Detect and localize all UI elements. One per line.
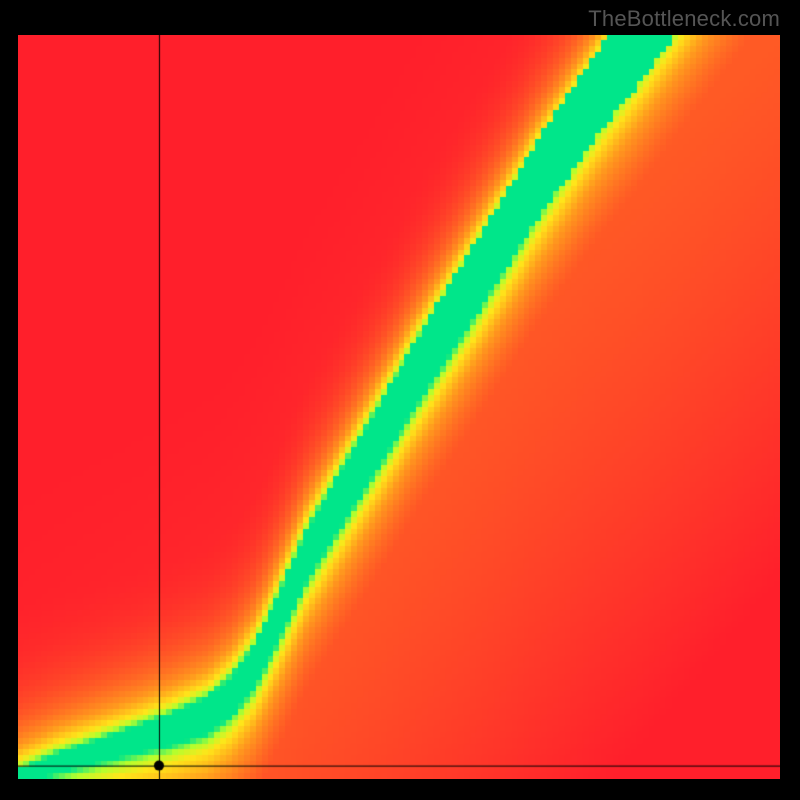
watermark-text: TheBottleneck.com xyxy=(588,6,780,32)
heatmap-canvas xyxy=(18,35,780,779)
bottleneck-heatmap xyxy=(18,35,780,779)
